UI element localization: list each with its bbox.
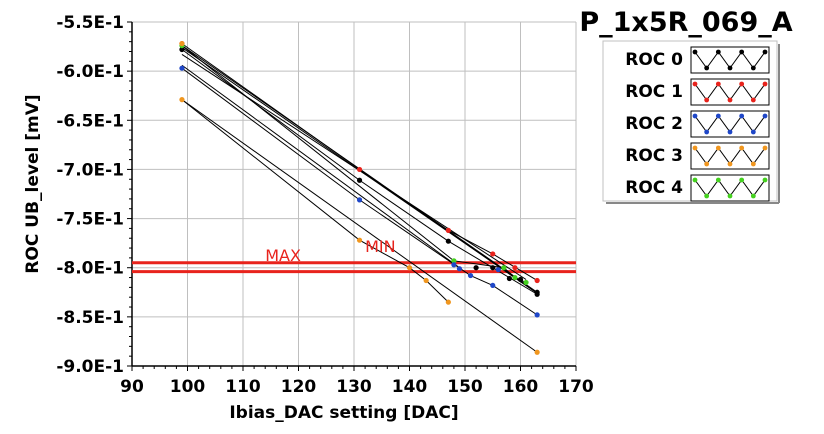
legend-marker-roc-4 <box>727 193 733 199</box>
series-point-roc-1 <box>490 251 496 257</box>
legend-marker-roc-0 <box>750 65 756 71</box>
x-tick-label-3: 120 <box>281 377 317 397</box>
legend-marker-roc-2 <box>762 113 768 119</box>
extra-point-4 <box>495 267 501 273</box>
legend-label-roc-2: ROC 2 <box>625 114 683 134</box>
y-tick-label-1: -6.0E-1 <box>56 62 124 82</box>
connector-line-3 <box>181 64 460 269</box>
extra-point-9 <box>512 265 518 271</box>
legend-marker-roc-3 <box>727 161 733 167</box>
y-tick-label-2: -6.5E-1 <box>56 111 124 131</box>
legend-marker-roc-4 <box>762 177 768 183</box>
series-point-roc-2 <box>356 197 363 203</box>
series-point-roc-3 <box>406 265 413 271</box>
annotation-max-label: MAX <box>265 246 301 265</box>
series-point-roc-0 <box>179 46 185 53</box>
extra-point-8 <box>534 289 540 295</box>
legend-marker-roc-1 <box>704 97 710 103</box>
legend-marker-roc-0 <box>692 49 698 55</box>
y-tick-label-0: -5.5E-1 <box>56 13 124 33</box>
extra-point-3 <box>456 266 463 272</box>
x-tick-label-7: 160 <box>503 377 539 397</box>
legend-marker-roc-0 <box>727 65 733 71</box>
extra-point-0 <box>534 349 540 355</box>
extra-point-1 <box>179 41 185 47</box>
extra-point-2 <box>451 262 457 268</box>
legend-marker-roc-3 <box>715 145 721 151</box>
x-tick-label-8: 170 <box>558 377 594 397</box>
legend-marker-roc-2 <box>692 113 698 119</box>
legend-marker-roc-1 <box>750 97 756 103</box>
x-axis-title: Ibias_DAC setting [DAC] <box>229 403 458 423</box>
legend-marker-roc-4 <box>704 193 710 199</box>
series-point-roc-2 <box>534 312 540 318</box>
y-axis-title: ROC UB_level [mV] <box>23 94 43 273</box>
legend-marker-roc-0 <box>715 49 721 55</box>
legend-label-roc-1: ROC 1 <box>625 82 683 102</box>
legend-marker-roc-3 <box>739 145 745 151</box>
series-point-roc-1 <box>356 166 363 173</box>
y-tick-label-7: -9.0E-1 <box>56 357 124 377</box>
x-tick-label-1: 100 <box>170 377 206 397</box>
legend-marker-roc-1 <box>739 81 745 87</box>
legend-marker-roc-1 <box>692 81 698 87</box>
x-tick-label-2: 110 <box>225 377 261 397</box>
chart-title: P_1x5R_069_A <box>579 7 792 38</box>
legend-marker-roc-2 <box>739 113 745 119</box>
extra-point-6 <box>506 275 512 282</box>
x-tick-label-5: 140 <box>392 377 428 397</box>
series-point-roc-1 <box>534 277 540 284</box>
legend-marker-roc-0 <box>739 49 745 55</box>
series-point-roc-3 <box>423 277 429 284</box>
x-tick-label-4: 130 <box>336 377 372 397</box>
y-tick-label-6: -8.5E-1 <box>56 308 124 328</box>
legend-marker-roc-3 <box>750 161 756 167</box>
connector-line-4 <box>181 99 538 353</box>
legend-marker-roc-3 <box>704 161 710 167</box>
legend-marker-roc-4 <box>692 177 698 183</box>
y-tick-label-4: -7.5E-1 <box>56 210 124 230</box>
series-point-roc-4 <box>523 279 529 286</box>
series-point-roc-1 <box>445 227 451 233</box>
series-point-roc-2 <box>179 65 185 71</box>
legend-marker-roc-1 <box>762 81 768 87</box>
series-point-roc-0 <box>445 238 451 244</box>
legend-marker-roc-2 <box>704 129 710 135</box>
legend-marker-roc-0 <box>704 65 710 71</box>
series-point-roc-4 <box>501 265 507 271</box>
series-point-roc-3 <box>445 299 451 305</box>
y-tick-label-3: -7.0E-1 <box>56 160 124 180</box>
x-tick-label-0: 90 <box>120 377 144 397</box>
legend-marker-roc-1 <box>715 81 721 87</box>
series-point-roc-0 <box>356 177 363 183</box>
legend-marker-roc-2 <box>727 129 733 135</box>
legend-marker-roc-4 <box>715 177 721 183</box>
legend-marker-roc-1 <box>727 97 733 103</box>
series-point-roc-4 <box>512 274 518 281</box>
legend-marker-roc-4 <box>739 177 745 183</box>
x-tick-label-6: 150 <box>447 377 483 397</box>
legend-marker-roc-2 <box>750 129 756 135</box>
legend-marker-roc-2 <box>715 113 721 119</box>
series-point-roc-3 <box>179 97 185 103</box>
series-point-roc-2 <box>467 272 474 279</box>
legend-label-roc-0: ROC 0 <box>625 50 683 70</box>
extra-point-7 <box>517 276 524 283</box>
legend-marker-roc-0 <box>762 49 768 55</box>
legend-marker-roc-4 <box>750 193 756 199</box>
series-point-roc-4 <box>451 258 457 264</box>
legend-marker-roc-3 <box>692 145 698 151</box>
legend-label-roc-3: ROC 3 <box>625 146 683 166</box>
legend-marker-roc-3 <box>762 145 768 151</box>
legend-label-roc-4: ROC 4 <box>625 178 683 198</box>
y-tick-label-5: -8.0E-1 <box>56 259 124 279</box>
series-point-roc-2 <box>490 282 496 289</box>
annotation-min-label: MIN <box>365 237 396 256</box>
series-point-roc-3 <box>356 237 363 243</box>
extra-point-5 <box>473 265 479 271</box>
